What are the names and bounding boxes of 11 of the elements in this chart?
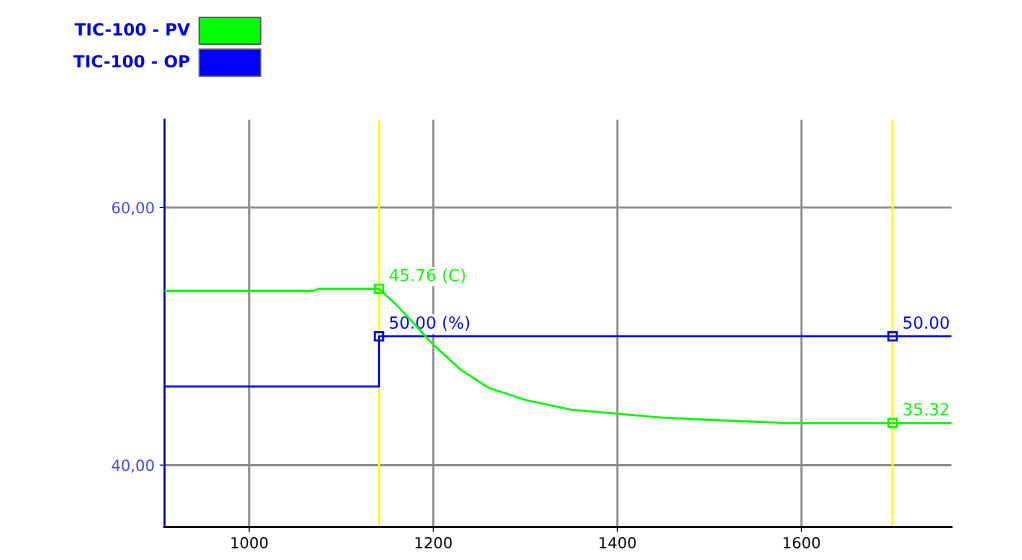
- data-label: 45.76 (C): [389, 268, 465, 284]
- x-tick-label: 1400: [599, 536, 636, 549]
- y-tick-label: 60,00: [112, 201, 154, 216]
- x-tick-label: 1200: [415, 536, 452, 549]
- legend-label: TIC-100 - PV: [74, 23, 191, 36]
- data-label: 35.32: [903, 402, 949, 416]
- legend-label: TIC-100 - OP: [73, 54, 190, 68]
- x-tick-label: 1000: [231, 536, 268, 549]
- data-label: 50.00: [903, 316, 949, 329]
- y-tick-label: 40,00: [111, 459, 154, 473]
- x-tick-label: 1600: [783, 536, 820, 549]
